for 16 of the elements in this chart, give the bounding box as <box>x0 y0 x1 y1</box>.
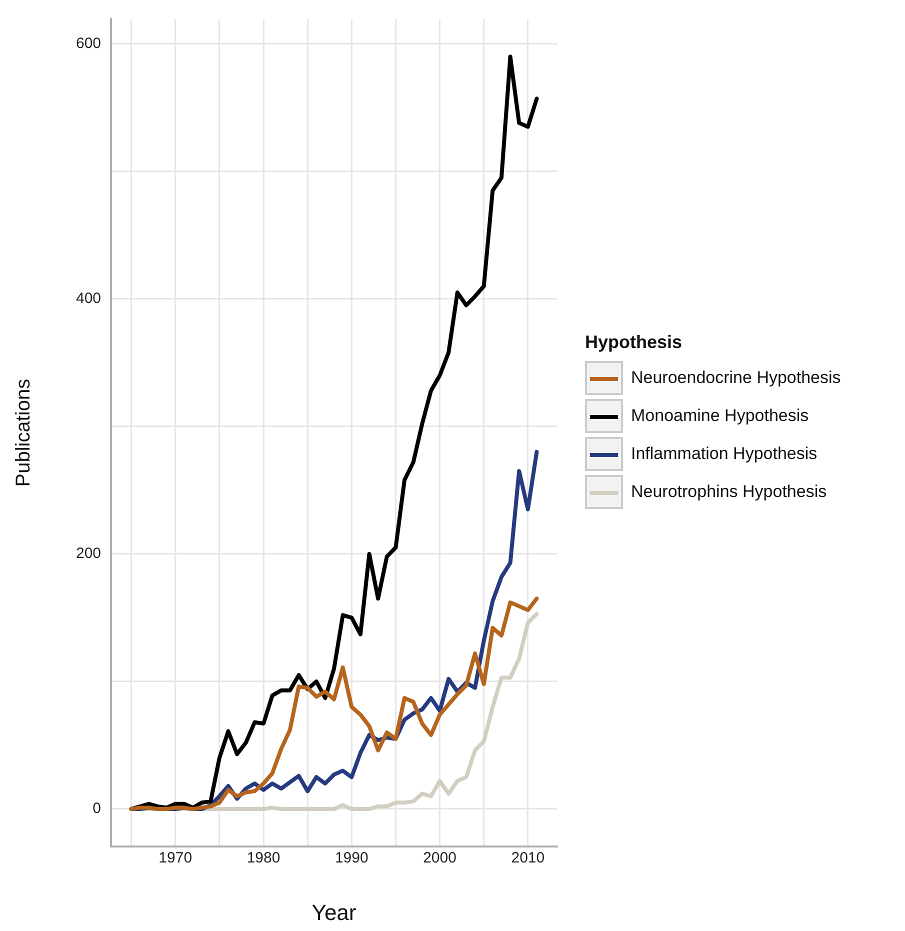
y-tick-label: 0 <box>92 800 102 818</box>
legend-label: Monoamine Hypothesis <box>631 406 809 426</box>
legend-label: Neurotrophins Hypothesis <box>631 482 827 502</box>
x-tick-label: 1970 <box>158 850 192 867</box>
y-tick-label: 400 <box>76 290 102 308</box>
x-tick-label: 1990 <box>334 850 368 867</box>
y-tick-label: 200 <box>76 545 102 562</box>
x-axis-title: Year <box>312 900 356 925</box>
legend-label: Inflammation Hypothesis <box>631 444 818 464</box>
legend-label: Neuroendocrine Hypothesis <box>631 368 841 388</box>
x-tick-label: 2010 <box>511 850 545 867</box>
x-tick-label: 1980 <box>246 850 280 867</box>
x-tick-label: 2000 <box>423 850 456 867</box>
y-axis-title: Publications <box>12 378 35 487</box>
y-tick-label: 600 <box>76 35 102 52</box>
legend-title: Hypothesis <box>585 332 684 353</box>
